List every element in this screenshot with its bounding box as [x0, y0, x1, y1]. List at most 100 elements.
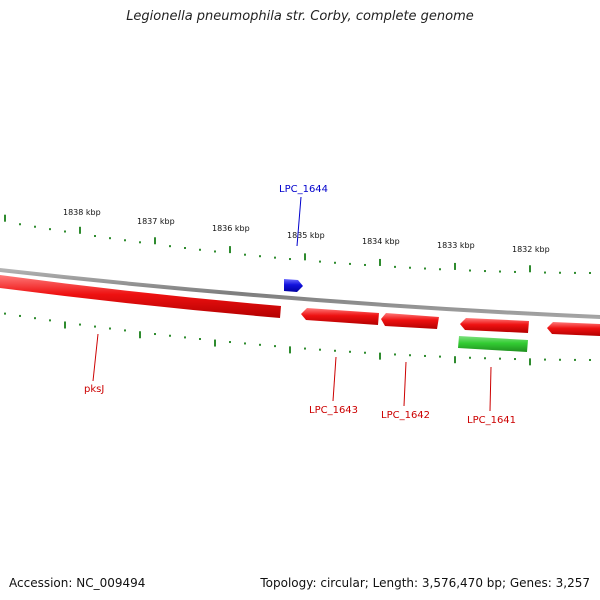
scale-minor-tick [199, 338, 201, 341]
scale-minor-tick [424, 354, 426, 357]
gene-leader-lpc-1643 [332, 356, 337, 402]
outer-scale-ticks [4, 214, 591, 274]
gene-leader-pksj [92, 333, 99, 382]
scale-label: 1834 kbp [362, 237, 400, 246]
scale-minor-tick [559, 358, 561, 361]
gene-lpc-1643[interactable] [301, 308, 379, 325]
scale-minor-tick [334, 349, 336, 352]
gene-lpc-1641[interactable] [460, 318, 529, 333]
scale-minor-tick [124, 239, 126, 242]
scale-minor-tick [259, 255, 261, 258]
scale-label: 1837 kbp [137, 217, 175, 226]
scale-major-tick [64, 321, 66, 329]
scale-minor-tick [424, 267, 426, 270]
scale-minor-tick [19, 223, 21, 226]
scale-minor-tick [274, 256, 276, 259]
scale-minor-tick [94, 235, 96, 238]
scale-major-tick [529, 265, 531, 273]
scale-major-tick [454, 262, 456, 270]
scale-minor-tick [79, 323, 81, 326]
scale-label: 1838 kbp [63, 208, 101, 217]
scale-label: 1832 kbp [512, 245, 550, 254]
scale-major-tick [229, 246, 231, 254]
scale-minor-tick [229, 341, 231, 344]
scale-minor-tick [199, 248, 201, 251]
scale-major-tick [379, 258, 381, 266]
scale-labels: 1838 kbp 1837 kbp 1836 kbp 1835 kbp 1834… [63, 208, 550, 254]
scale-minor-tick [244, 342, 246, 345]
gene-feature-green[interactable] [458, 336, 528, 352]
scale-minor-tick [469, 356, 471, 359]
scale-minor-tick [319, 260, 321, 263]
scale-minor-tick [319, 348, 321, 351]
scale-minor-tick [94, 325, 96, 328]
scale-minor-tick [214, 250, 216, 253]
scale-major-tick [454, 356, 456, 364]
scale-minor-tick [439, 268, 441, 271]
scale-minor-tick [19, 314, 21, 317]
scale-minor-tick [289, 258, 291, 261]
scale-minor-tick [409, 266, 411, 269]
scale-major-tick [379, 352, 381, 360]
gene-lpc-1642[interactable] [381, 313, 439, 329]
scale-minor-tick [514, 270, 516, 273]
scale-minor-tick [34, 225, 36, 228]
scale-minor-tick [589, 271, 591, 274]
scale-minor-tick [499, 270, 501, 273]
scale-major-tick [529, 358, 531, 366]
scale-label: 1833 kbp [437, 241, 475, 250]
scale-minor-tick [34, 317, 36, 320]
gene-pksj[interactable] [0, 275, 281, 318]
scale-label: 1836 kbp [212, 224, 250, 233]
scale-major-tick [79, 226, 81, 234]
scale-minor-tick [394, 265, 396, 268]
map-title: Legionella pneumophila str. Corby, compl… [126, 9, 474, 24]
scale-minor-tick [514, 358, 516, 361]
scale-minor-tick [304, 347, 306, 350]
scale-minor-tick [484, 357, 486, 360]
scale-minor-tick [169, 334, 171, 337]
scale-minor-tick [574, 271, 576, 274]
scale-minor-tick [394, 353, 396, 356]
gene-label-lpc-1644[interactable]: LPC_1644 [279, 184, 328, 195]
scale-major-tick [139, 331, 141, 339]
scale-minor-tick [349, 262, 351, 265]
genome-backbone [0, 268, 600, 319]
scale-minor-tick [109, 327, 111, 330]
scale-label: 1835 kbp [287, 231, 325, 240]
scale-minor-tick [469, 269, 471, 272]
gene-label-lpc-1643[interactable]: LPC_1643 [309, 405, 358, 416]
scale-minor-tick [544, 358, 546, 361]
accession-label: Accession: NC_009494 [9, 576, 146, 590]
genome-summary: Topology: circular; Length: 3,576,470 bp… [260, 576, 590, 590]
scale-minor-tick [484, 270, 486, 273]
scale-minor-tick [184, 247, 186, 250]
scale-minor-tick [124, 329, 126, 332]
scale-minor-tick [364, 351, 366, 354]
scale-minor-tick [49, 228, 51, 231]
gene-leader-lpc-1642 [403, 361, 407, 407]
scale-major-tick [214, 339, 216, 347]
scale-minor-tick [64, 230, 66, 233]
scale-minor-tick [439, 355, 441, 358]
scale-minor-tick [184, 336, 186, 339]
scale-minor-tick [154, 333, 156, 336]
scale-major-tick [154, 237, 156, 245]
scale-major-tick [304, 253, 306, 261]
scale-minor-tick [349, 350, 351, 353]
gene-leader-lpc-1641 [489, 366, 492, 412]
scale-minor-tick [244, 253, 246, 256]
gene-right-edge[interactable] [547, 322, 600, 336]
gene-label-lpc-1642[interactable]: LPC_1642 [381, 410, 430, 421]
scale-minor-tick [4, 312, 6, 315]
inner-scale-ticks [4, 312, 591, 366]
gene-label-lpc-1641[interactable]: LPC_1641 [467, 415, 516, 426]
scale-minor-tick [109, 237, 111, 240]
scale-minor-tick [274, 345, 276, 348]
scale-minor-tick [559, 271, 561, 274]
gene-label-pksj[interactable]: pksJ [84, 384, 104, 395]
scale-minor-tick [574, 358, 576, 361]
scale-major-tick [289, 346, 291, 354]
gene-lpc-1644[interactable] [284, 279, 303, 292]
